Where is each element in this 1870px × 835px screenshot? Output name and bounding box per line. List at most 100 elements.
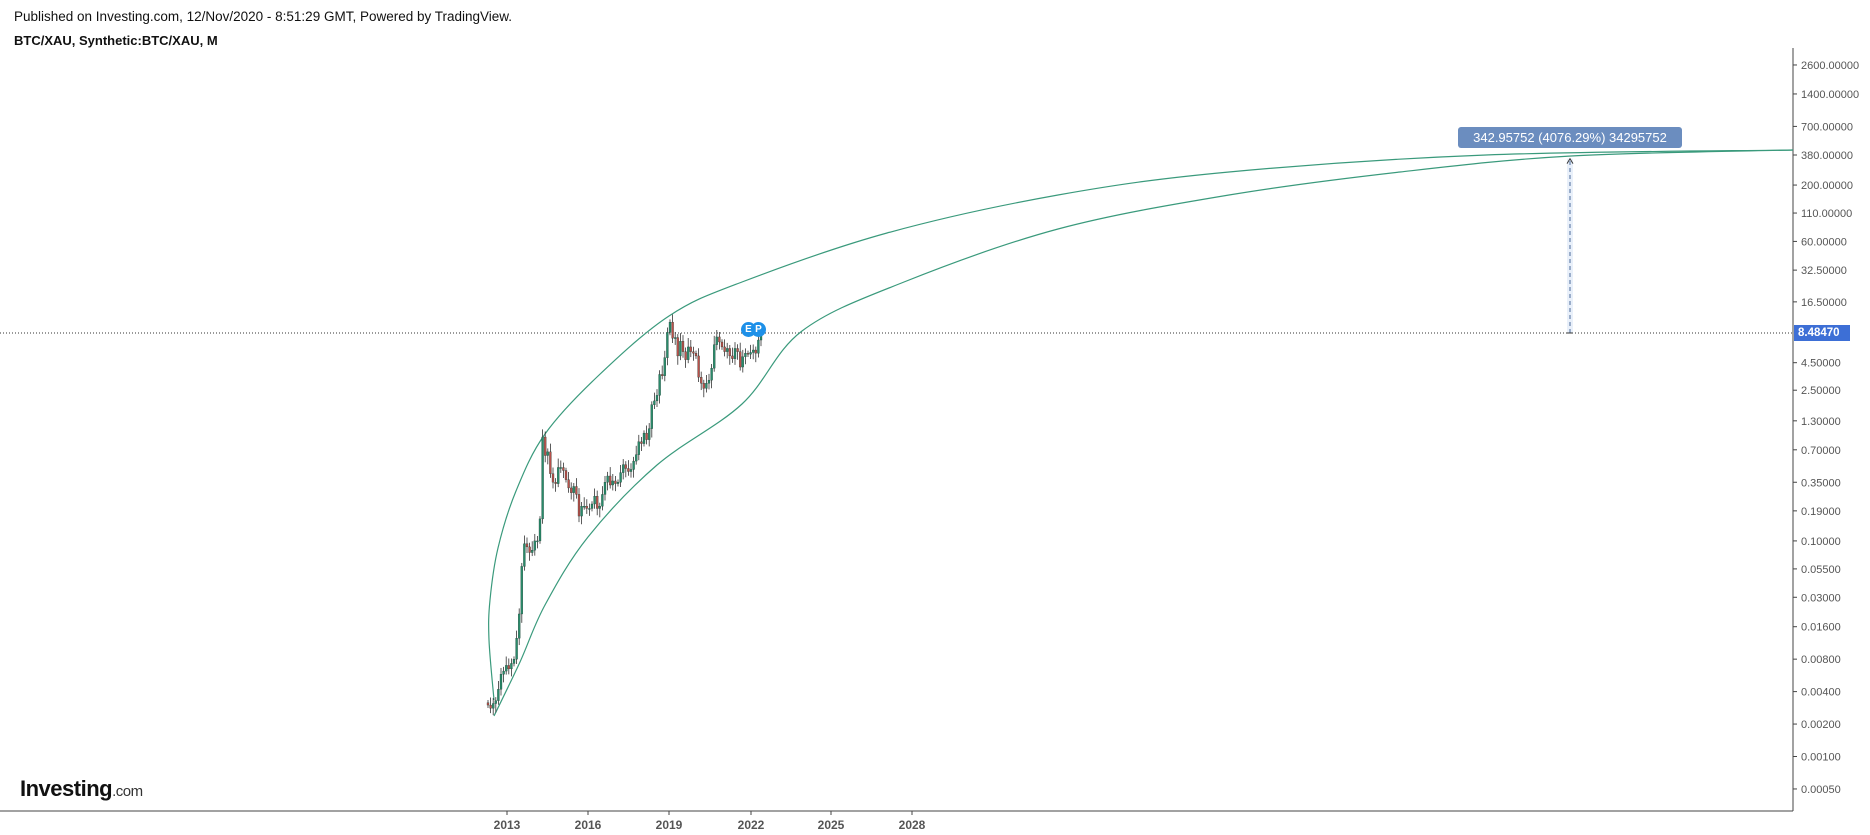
- candle-up: [674, 337, 677, 339]
- candle-up: [546, 451, 549, 456]
- candle-down: [544, 436, 547, 456]
- y-tick-label: 0.70000: [1801, 445, 1841, 457]
- logo-main: Investing: [20, 776, 113, 801]
- candle-down: [697, 355, 700, 378]
- y-tick-label: 2.50000: [1801, 385, 1841, 397]
- candle-up: [520, 566, 523, 615]
- y-tick-label: 0.35000: [1801, 477, 1841, 489]
- candle-up: [679, 341, 682, 357]
- candle-down: [728, 348, 731, 357]
- candle-down: [577, 494, 581, 517]
- candle-up: [642, 432, 646, 444]
- candle-down: [661, 374, 664, 376]
- y-tick-label: 4.50000: [1801, 358, 1841, 370]
- candle-down: [676, 337, 679, 357]
- candle-up: [658, 374, 661, 396]
- candle-up: [744, 353, 747, 357]
- candle-up: [494, 700, 497, 704]
- x-tick-label: 2016: [575, 818, 602, 832]
- candle-up: [663, 357, 666, 376]
- candle-down: [554, 482, 557, 484]
- candle-up: [580, 506, 583, 517]
- candle-up: [583, 506, 586, 508]
- candle-down: [562, 467, 565, 471]
- outer-arc: [488, 149, 1794, 701]
- candle-up: [505, 665, 508, 672]
- candle-up: [557, 467, 560, 484]
- candle-down: [486, 702, 490, 706]
- published-info: Published on Investing.com, 12/Nov/2020 …: [14, 9, 513, 24]
- candle-up: [572, 486, 575, 493]
- y-tick-label: 0.00800: [1801, 654, 1841, 666]
- candle-down: [723, 346, 726, 352]
- candle-up: [653, 400, 656, 405]
- candle-down: [489, 704, 492, 709]
- y-tick-label: 0.19000: [1801, 506, 1841, 518]
- candle-down: [551, 473, 555, 483]
- candle-up: [518, 613, 521, 639]
- candle-up: [629, 469, 633, 472]
- candle-down: [702, 383, 705, 389]
- candle-up: [707, 379, 711, 384]
- candle-up: [635, 454, 638, 462]
- candle-up: [726, 348, 729, 352]
- candle-up: [705, 383, 708, 389]
- candle-up: [715, 336, 718, 345]
- candle-up: [523, 543, 526, 567]
- y-tick-label: 2600.00000: [1801, 60, 1859, 72]
- y-tick-label: 0.01600: [1801, 622, 1841, 634]
- candle-up: [733, 348, 737, 359]
- candle-down: [609, 475, 612, 486]
- measurement-label[interactable]: 342.95752 (4076.29%) 34295752: [1458, 127, 1682, 148]
- symbol-title: BTC/XAU, Synthetic:BTC/XAU, M: [14, 33, 218, 48]
- candle-down: [694, 353, 698, 357]
- x-tick-label: 2019: [656, 818, 683, 832]
- y-tick-label: 200.00000: [1801, 180, 1853, 192]
- candle-down: [570, 487, 573, 493]
- y-tick-label: 0.10000: [1801, 536, 1841, 548]
- candle-down: [739, 351, 742, 368]
- candle-down: [507, 665, 510, 670]
- x-tick-label: 2022: [738, 818, 765, 832]
- y-tick-label: 110.00000: [1801, 208, 1852, 220]
- candle-down: [575, 486, 578, 495]
- candle-up: [752, 349, 755, 353]
- candle-up: [687, 346, 690, 360]
- y-tick-label: 60.00000: [1801, 236, 1847, 248]
- candle-down: [585, 506, 588, 509]
- candle-up: [559, 467, 562, 469]
- last-price-label: 8.48470: [1794, 325, 1850, 341]
- candle-up: [502, 670, 505, 675]
- candle-down: [736, 348, 739, 352]
- candle-up: [666, 332, 669, 358]
- y-tick-label: 0.00400: [1801, 687, 1841, 699]
- candle-down: [624, 464, 627, 469]
- arc-drawings: [488, 149, 1794, 717]
- candle-down: [689, 346, 692, 352]
- candle-up: [757, 339, 760, 354]
- x-tick-label: 2013: [494, 818, 521, 832]
- investing-logo: Investing.com: [20, 776, 143, 802]
- logo-suffix: .com: [112, 783, 143, 800]
- candle-up: [632, 460, 635, 470]
- y-tick-label: 0.05500: [1801, 564, 1841, 576]
- p-marker[interactable]: P: [751, 322, 766, 337]
- candle-up: [590, 503, 594, 509]
- candle-down: [645, 432, 648, 440]
- candle-down: [671, 321, 674, 339]
- candle-down: [720, 341, 724, 348]
- y-tick-label: 0.00200: [1801, 719, 1841, 731]
- axes: 2600.00000 1400.00000 700.00000 380.00000 20…: [0, 48, 1859, 832]
- candle-up: [603, 482, 607, 495]
- candle-up: [499, 674, 503, 690]
- candle-up: [606, 475, 609, 483]
- candle-up: [601, 494, 604, 507]
- measurement-tool: [1566, 157, 1574, 334]
- candle-up: [512, 659, 516, 664]
- candle-up: [538, 518, 542, 542]
- candle-up: [536, 540, 539, 543]
- candle-down: [627, 468, 630, 472]
- candle-down: [614, 480, 617, 484]
- candle-down: [525, 543, 529, 548]
